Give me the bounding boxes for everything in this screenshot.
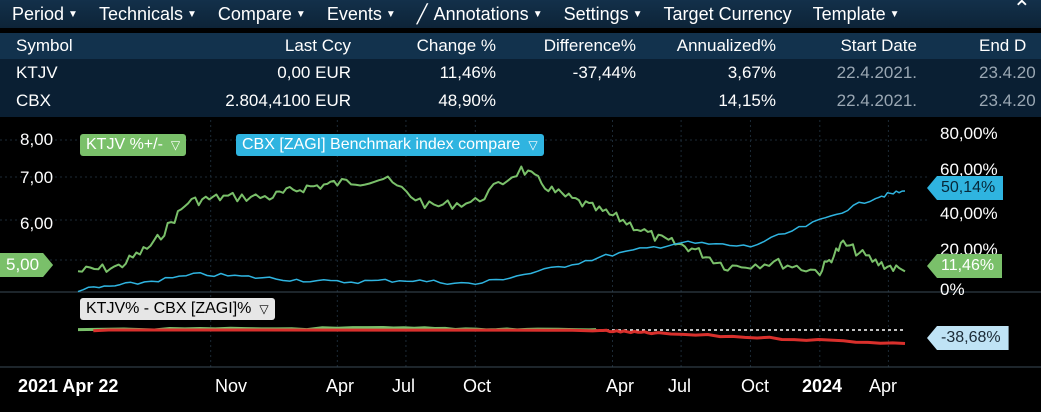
- menu-settings-label: Settings: [563, 3, 629, 24]
- triangle-down-icon: ▽: [170, 138, 181, 152]
- pen-icon: ╱: [416, 3, 428, 24]
- right-axis-tick: 0%: [940, 280, 965, 299]
- cell-end-date: 23.4.20: [979, 91, 1036, 110]
- cell-change: 11,46%: [439, 63, 496, 82]
- menu-events-label: Events: [326, 3, 382, 24]
- col-annualized[interactable]: Annualized%: [676, 36, 776, 55]
- comparison-table: Symbol Last Ccy Change % Difference% Ann…: [0, 33, 1041, 117]
- caret-down-icon: ▼: [68, 8, 78, 20]
- chart-grid: [0, 120, 1041, 370]
- legend-difference-label: KTJV% - CBX [ZAGI]%: [86, 300, 252, 317]
- x-axis-label: Apr: [606, 376, 635, 396]
- legend-ktjv-label: KTJV %+/-: [86, 136, 163, 153]
- menu-technicals-label: Technicals: [98, 3, 183, 24]
- difference-value-tag: -38,68%: [927, 326, 1009, 350]
- caret-down-icon: ▼: [632, 8, 643, 20]
- more-chevron-icon[interactable]: ⌃: [1012, 0, 1031, 21]
- right-axis-tick: 80,00%: [940, 124, 998, 143]
- cell-change: 48,90%: [438, 91, 496, 110]
- cell-symbol: CBX: [16, 91, 51, 110]
- chart-series: [77, 165, 906, 345]
- legend-cbx-label: CBX [ZAGI] Benchmark index compare: [242, 136, 521, 153]
- cell-start-date: 22.4.2021.: [836, 91, 917, 110]
- cell-symbol: KTJV: [16, 63, 58, 82]
- menu-compare-label: Compare: [217, 3, 292, 24]
- cell-last: 2.804,4100 EUR: [225, 91, 351, 110]
- chart-toolbar: Period ▼ Technicals ▼ Compare ▼ Events ▼ ╱ An…: [0, 0, 1041, 28]
- triangle-down-icon: ▽: [259, 302, 269, 316]
- cell-difference: -37,44%: [572, 63, 636, 82]
- cbx-series-line: [77, 190, 906, 293]
- x-axis-label: 2024: [802, 376, 843, 396]
- cell-end-date: 23.4.20: [979, 63, 1036, 82]
- chart-canvas[interactable]: [0, 120, 1041, 412]
- difference-negative-line: [93, 328, 906, 345]
- menu-annotations[interactable]: ╱ Annotations ▼: [405, 4, 552, 25]
- left-axis-tick: 7,00: [20, 168, 54, 187]
- cell-last: 0,00 EUR: [277, 63, 351, 82]
- menu-events[interactable]: Events ▼: [315, 4, 405, 25]
- cell-annualized: 14,15%: [718, 91, 776, 110]
- caret-down-icon: ▼: [532, 8, 543, 20]
- caret-down-icon: ▼: [889, 8, 900, 20]
- caret-down-icon: ▼: [385, 8, 396, 20]
- x-axis-label: Oct: [463, 376, 492, 396]
- x-axis-label: 2021 Apr 22: [18, 376, 119, 396]
- x-axis-label: Jul: [392, 376, 416, 396]
- menu-period-label: Period: [12, 3, 65, 24]
- legend-cbx[interactable]: CBX [ZAGI] Benchmark index compare ▽: [236, 134, 544, 156]
- ktjv-value-tag: 11,46%: [927, 254, 1003, 278]
- menu-settings[interactable]: Settings ▼: [552, 4, 652, 25]
- col-symbol[interactable]: Symbol: [16, 36, 73, 55]
- cbx-value-tag: 50,14%: [927, 176, 1004, 200]
- menu-technicals[interactable]: Technicals ▼: [87, 4, 206, 25]
- col-difference[interactable]: Difference%: [543, 36, 636, 55]
- left-axis-tick: 6,00: [20, 214, 54, 233]
- menu-target-currency-label: Target Currency: [663, 3, 792, 24]
- table-header: Symbol Last Ccy Change % Difference% Ann…: [0, 33, 1041, 59]
- price-chart[interactable]: 8,00 7,00 6,00 80,00% 60,00% 40,00% 20,0…: [0, 120, 1041, 412]
- x-axis-label: Apr: [869, 376, 898, 396]
- x-axis-label: Apr: [326, 376, 355, 396]
- menu-compare[interactable]: Compare ▼: [206, 4, 315, 25]
- cell-start-date: 22.4.2021.: [836, 63, 917, 82]
- triangle-down-icon: ▽: [528, 138, 538, 152]
- menu-annotations-label: Annotations: [433, 3, 529, 24]
- ktjv-series-line: [77, 165, 906, 277]
- col-end-date[interactable]: End D: [979, 36, 1027, 55]
- table-row[interactable]: KTJV 0,00 EUR 11,46% -37,44% 3,67% 22.4.…: [0, 60, 1041, 86]
- menu-period[interactable]: Period ▼: [0, 4, 87, 25]
- left-axis-tick: 8,00: [20, 130, 54, 149]
- right-axis-tick: 40,00%: [940, 204, 998, 223]
- right-axis-tick: 60,00%: [940, 160, 998, 179]
- legend-difference[interactable]: KTJV% - CBX [ZAGI]% ▽: [80, 298, 275, 320]
- x-axis-label: Oct: [741, 376, 770, 396]
- x-axis-label: Nov: [215, 376, 248, 396]
- menu-template[interactable]: Template ▼: [801, 4, 909, 25]
- col-change[interactable]: Change %: [416, 36, 496, 55]
- menu-target-currency[interactable]: Target Currency: [652, 4, 801, 25]
- cell-annualized: 3,67%: [727, 63, 776, 82]
- x-axis-label: Jul: [668, 376, 692, 396]
- caret-down-icon: ▼: [295, 8, 306, 20]
- col-start-date[interactable]: Start Date: [840, 36, 917, 55]
- col-last-ccy[interactable]: Last Ccy: [284, 36, 351, 55]
- legend-ktjv[interactable]: KTJV %+/- ▽: [80, 134, 187, 156]
- ktjv-price-tag: 5,00: [0, 253, 53, 277]
- caret-down-icon: ▼: [186, 8, 197, 20]
- table-row[interactable]: CBX 2.804,4100 EUR 48,90% 14,15% 22.4.20…: [0, 88, 1041, 114]
- menu-template-label: Template: [812, 3, 886, 24]
